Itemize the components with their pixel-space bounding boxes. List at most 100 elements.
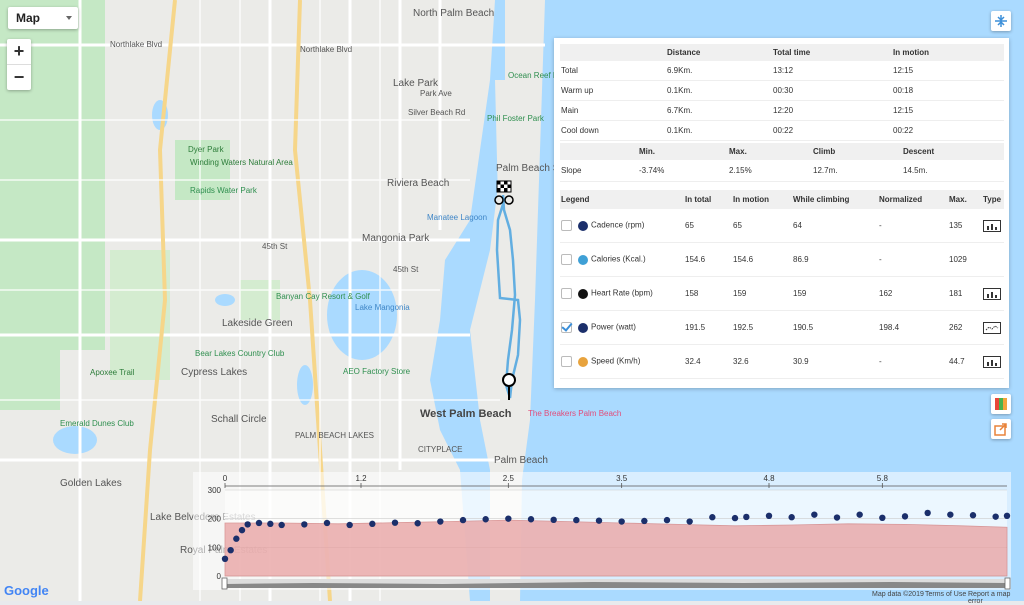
data-point xyxy=(686,518,693,525)
data-point xyxy=(765,512,773,519)
summary-header: Total time xyxy=(772,44,892,61)
legend-cell: Heart Rate (bpm) xyxy=(560,276,684,311)
legend-normalized: 198.4 xyxy=(878,310,948,345)
map-label: Silver Beach Rd xyxy=(408,108,466,117)
area-series xyxy=(224,519,1008,577)
legend-checkbox[interactable] xyxy=(561,322,572,333)
data-point xyxy=(267,520,274,528)
map-label: West Palm Beach xyxy=(420,408,512,420)
legend-normalized: 162 xyxy=(878,276,948,311)
stats-panel: Distance Total time In motion Total 6.9Km… xyxy=(554,38,1009,388)
start-pin-icon[interactable] xyxy=(501,372,517,402)
legend-header: While climbing xyxy=(792,190,878,209)
map-label: Emerald Dunes Club xyxy=(60,419,134,428)
legend-in-motion: 159 xyxy=(732,276,792,311)
summary-header: Distance xyxy=(666,44,772,61)
legend-row: Power (watt) 191.5 192.5 190.5 198.4 262 xyxy=(560,310,1004,345)
data-point xyxy=(459,516,467,524)
legend-header: Type xyxy=(982,190,1004,209)
line-chart-icon[interactable] xyxy=(983,321,1001,334)
data-point xyxy=(278,521,285,529)
bar-chart-icon[interactable] xyxy=(983,287,1001,300)
zoom-in-button[interactable]: + xyxy=(13,41,25,61)
slope-table: Min. Max. Climb Descent Slope -3.74% 2.1… xyxy=(560,143,1004,182)
bar-chart-icon[interactable] xyxy=(983,355,1001,368)
y-tick-label: 100 xyxy=(208,543,222,552)
map-type-selector[interactable]: Map xyxy=(8,7,78,29)
map-label: Northlake Blvd xyxy=(110,40,163,49)
legend-in-total: 191.5 xyxy=(684,310,732,345)
x-tick-label: 0 xyxy=(223,474,228,483)
slope-climb: 12.7m. xyxy=(812,160,902,182)
bar-chart-icon[interactable] xyxy=(983,219,1001,232)
compress-icon xyxy=(995,15,1007,27)
legend-checkbox[interactable] xyxy=(561,254,572,265)
legend-row: Cadence (rpm) 65 65 64-135 xyxy=(560,209,1004,243)
data-point xyxy=(833,514,841,521)
slope-max: 2.15% xyxy=(728,160,812,182)
slope-header: Climb xyxy=(812,143,902,160)
series-color-dot xyxy=(578,322,588,333)
legend-header: Legend xyxy=(560,190,684,209)
y-tick-label: 300 xyxy=(208,486,222,495)
summary-table: Distance Total time In motion Total 6.9Km… xyxy=(560,44,1004,141)
share-button[interactable] xyxy=(991,419,1011,439)
legend-type xyxy=(982,209,1004,243)
summary-cell: 00:30 xyxy=(772,80,892,101)
map-label: Mangonia Park xyxy=(362,233,430,244)
table-row: Total 6.9Km. 13:12 12:15 xyxy=(560,61,1004,81)
x-tick-label: 4.8 xyxy=(763,474,775,483)
legend-in-motion: 32.6 xyxy=(732,344,792,379)
legend-type xyxy=(982,276,1004,311)
slope-header: Max. xyxy=(728,143,812,160)
x-tick-label: 2.5 xyxy=(503,474,515,483)
map-label: PALM BEACH LAKES xyxy=(295,431,374,440)
x-tick-label: 5.8 xyxy=(877,474,889,483)
legend-max: 262 xyxy=(948,310,982,345)
legend-header: Normalized xyxy=(878,190,948,209)
x-tick-label: 1.2 xyxy=(355,474,367,483)
legend-checkbox[interactable] xyxy=(561,288,572,299)
map-label: Golden Lakes xyxy=(60,478,122,489)
map-label: 45th St xyxy=(262,242,288,251)
data-point xyxy=(573,516,580,524)
map-label: Schall Circle xyxy=(211,414,267,425)
legend-type xyxy=(982,344,1004,379)
legend-checkbox[interactable] xyxy=(561,356,572,367)
legend-checkbox[interactable] xyxy=(561,220,572,231)
legend-normalized: - xyxy=(878,344,948,379)
map-label: Park Ave xyxy=(420,89,452,98)
map-label: Lake Mangonia xyxy=(355,303,410,312)
chart-style-button[interactable] xyxy=(991,394,1011,414)
data-point xyxy=(618,518,625,525)
legend-in-total: 154.6 xyxy=(684,242,732,277)
data-point xyxy=(323,519,331,527)
legend-type xyxy=(982,310,1004,345)
report-map-error-link[interactable]: Report a map error xyxy=(968,591,1011,605)
finish-flag-icon[interactable] xyxy=(494,180,516,206)
map-label: Cypress Lakes xyxy=(181,367,248,378)
legend-label: Calories (Kcal.) xyxy=(591,254,646,264)
slope-min: -3.74% xyxy=(638,160,728,182)
legend-row: Calories (Kcal.) 154.6 154.6 86.9-1029 xyxy=(560,242,1004,277)
x-tick-label: 3.5 xyxy=(616,474,628,483)
collapse-panel-button[interactable] xyxy=(991,11,1011,31)
legend-climbing: 64 xyxy=(792,209,878,243)
data-point xyxy=(482,516,489,523)
data-point xyxy=(244,521,251,528)
y-tick-label: 0 xyxy=(217,572,222,581)
legend-type xyxy=(982,242,1004,277)
data-point xyxy=(527,516,535,523)
data-point xyxy=(346,521,353,529)
summary-cell: 12:20 xyxy=(772,100,892,121)
terms-link[interactable]: Terms of Use xyxy=(925,591,967,598)
map-label: Lake Park xyxy=(393,78,439,89)
zoom-out-button[interactable]: − xyxy=(7,64,31,90)
legend-in-motion: 192.5 xyxy=(732,310,792,345)
data-point xyxy=(743,513,750,521)
legend-max: 135 xyxy=(948,209,982,243)
legend-climbing: 190.5 xyxy=(792,310,878,345)
summary-cell: 00:22 xyxy=(892,120,1004,141)
color-bars-icon xyxy=(995,398,1007,410)
